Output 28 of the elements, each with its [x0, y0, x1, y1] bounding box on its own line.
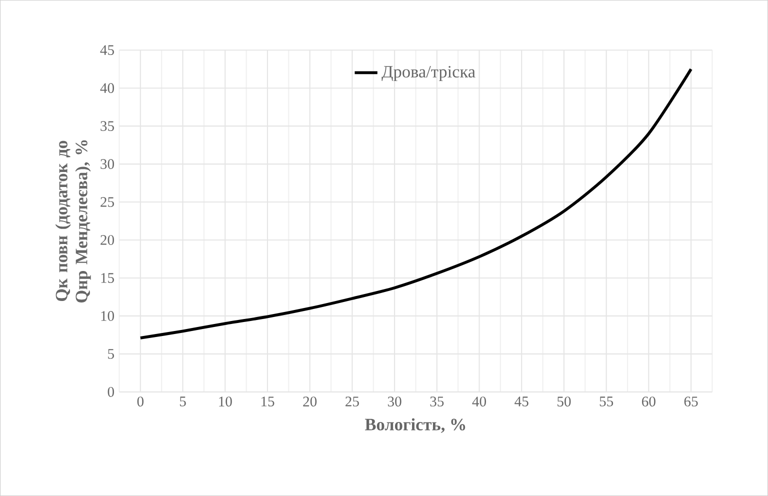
- y-tick-label: 0: [108, 386, 114, 397]
- legend-label: Дрова/тріска: [382, 66, 476, 82]
- y-tick-label: 35: [100, 121, 114, 131]
- y-tick-label: 25: [100, 197, 114, 207]
- x-tick-label: 35: [430, 396, 444, 406]
- x-tick-label: 20: [303, 396, 317, 406]
- y-tick-label: 20: [100, 235, 114, 245]
- x-tick-label: 25: [346, 396, 359, 406]
- x-tick-label: 5: [180, 396, 186, 406]
- x-tick-label: 10: [219, 396, 232, 406]
- y-axis-title: Qк повн (додаток до Qнр Менделеєва), %: [55, 140, 91, 302]
- x-tick-label: 65: [684, 396, 698, 406]
- x-tick-label: 15: [261, 396, 274, 406]
- x-tick-label: 60: [642, 396, 656, 406]
- y-tick-label: 40: [100, 83, 114, 94]
- y-tick-label: 45: [100, 45, 114, 55]
- x-tick-label: 30: [388, 396, 402, 406]
- x-tick-label: 40: [472, 396, 486, 406]
- x-tick-label: 45: [514, 396, 528, 406]
- line-series: [138, 68, 692, 340]
- x-axis-title: Вологість, %: [365, 418, 466, 433]
- x-tick-label: 55: [600, 396, 614, 406]
- x-tick-label: 0: [137, 396, 144, 406]
- y-tick-label: 15: [101, 273, 114, 283]
- y-tick-label: 5: [108, 349, 114, 359]
- y-tick-label: 10: [101, 311, 114, 321]
- y-tick-label: 30: [100, 159, 114, 169]
- x-tick-label: 50: [558, 396, 571, 406]
